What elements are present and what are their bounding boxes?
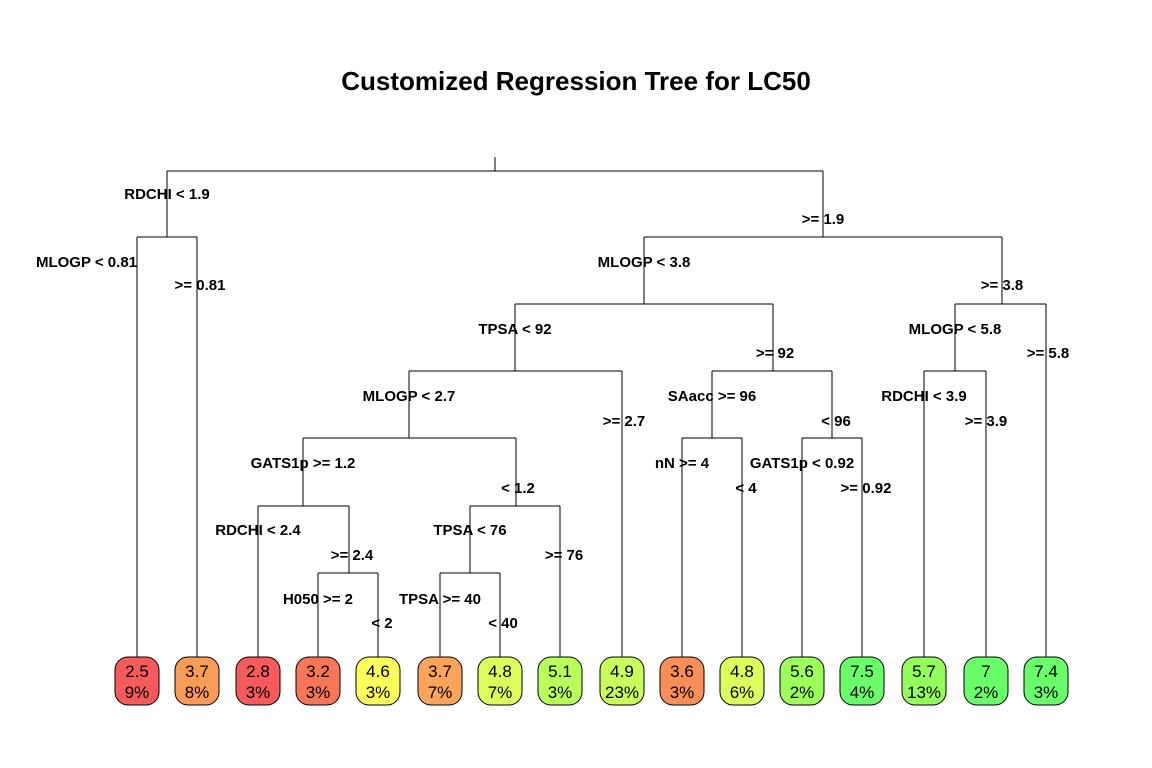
tree-edges — [136, 157, 1047, 657]
split-label-n18: < 1.2 — [501, 480, 535, 497]
leaf-box — [1023, 656, 1069, 706]
split-label-n21: GATS1p < 0.92 — [750, 455, 854, 472]
split-label-n28: < 2 — [371, 615, 392, 632]
split-label-n20: < 4 — [735, 480, 757, 497]
leaf-box — [839, 656, 885, 706]
split-label-n29: TPSA >= 40 — [399, 591, 481, 608]
split-label-n5: MLOGP < 3.8 — [598, 254, 691, 271]
leaf-percent: 3% — [670, 683, 695, 702]
split-labels: RDCHI < 1.9 >= 1.9 MLOGP < 0.81 >= 0.81 MLOG… — [36, 186, 1069, 632]
split-label-n11: MLOGP < 2.7 — [363, 388, 456, 405]
leaf-node: 3.23% — [295, 656, 341, 706]
leaf-box — [779, 656, 825, 706]
leaf-value: 5.6 — [790, 662, 814, 681]
split-label-n13: SAacc >= 96 — [668, 388, 756, 405]
leaf-node: 7.54% — [839, 656, 885, 706]
leaf-value: 4.8 — [488, 662, 512, 681]
leaf-node: 4.87% — [477, 656, 523, 706]
leaf-value: 3.2 — [306, 662, 330, 681]
leaf-box — [901, 656, 947, 706]
split-label-n25: TPSA < 76 — [433, 522, 506, 539]
split-label-n14: < 96 — [821, 413, 851, 430]
leaf-node: 5.713% — [901, 656, 947, 706]
split-label-n7: TPSA < 92 — [478, 321, 551, 338]
leaf-percent: 4% — [850, 683, 875, 702]
leaf-node: 3.63% — [659, 656, 705, 706]
split-label-n15: RDCHI < 3.9 — [881, 388, 966, 405]
leaf-box — [235, 656, 281, 706]
leaf-node: 2.59% — [114, 656, 160, 706]
split-label-n3: MLOGP < 0.81 — [36, 254, 137, 271]
leaf-percent: 9% — [125, 683, 150, 702]
leaf-node: 4.923% — [599, 656, 645, 706]
leaf-value: 5.1 — [548, 662, 572, 681]
leaf-box — [174, 656, 220, 706]
leaf-node: 3.78% — [174, 656, 220, 706]
leaf-node: 3.77% — [417, 656, 463, 706]
split-label-n2: >= 1.9 — [802, 211, 845, 228]
split-label-n19: nN >= 4 — [655, 455, 710, 472]
leaf-percent: 2% — [790, 683, 815, 702]
leaf-value: 4.6 — [366, 662, 390, 681]
split-label-n12: >= 2.7 — [603, 413, 646, 430]
leaf-node: 7.43% — [1023, 656, 1069, 706]
leaf-box — [355, 656, 401, 706]
leaf-node: 4.63% — [355, 656, 401, 706]
leaf-box — [114, 656, 160, 706]
split-label-n24: >= 2.4 — [331, 547, 374, 564]
leaf-box — [417, 656, 463, 706]
leaf-value: 4.9 — [610, 662, 634, 681]
leaf-percent: 3% — [366, 683, 391, 702]
leaf-box — [477, 656, 523, 706]
leaf-node: 4.86% — [719, 656, 765, 706]
leaf-percent: 3% — [246, 683, 271, 702]
leaf-box — [537, 656, 583, 706]
leaf-node: 5.13% — [537, 656, 583, 706]
split-label-n1: RDCHI < 1.9 — [124, 186, 209, 203]
split-label-n16: >= 3.9 — [965, 413, 1008, 430]
leaf-box — [599, 656, 645, 706]
leaf-percent: 3% — [548, 683, 573, 702]
split-label-n27: H050 >= 2 — [283, 591, 353, 608]
split-label-n26: >= 76 — [545, 547, 583, 564]
leaf-value: 5.7 — [912, 662, 936, 681]
split-label-n8: >= 92 — [756, 345, 794, 362]
split-label-n6: >= 3.8 — [981, 277, 1024, 294]
leaf-value: 7.4 — [1034, 662, 1058, 681]
leaf-percent: 23% — [605, 683, 639, 702]
split-label-n4: >= 0.81 — [175, 277, 226, 294]
leaf-box — [719, 656, 765, 706]
split-label-n23: RDCHI < 2.4 — [215, 522, 301, 539]
leaf-node: 2.83% — [235, 656, 281, 706]
leaf-box — [659, 656, 705, 706]
tree-leaves: 2.59%3.78%2.83%3.23%4.63%3.77%4.87%5.13%… — [114, 656, 1069, 706]
leaf-box — [963, 656, 1009, 706]
split-label-n9: MLOGP < 5.8 — [909, 321, 1002, 338]
split-label-n10: >= 5.8 — [1027, 345, 1070, 362]
diagram-title: Customized Regression Tree for LC50 — [341, 66, 811, 96]
leaf-percent: 13% — [907, 683, 941, 702]
split-label-n22: >= 0.92 — [841, 480, 892, 497]
leaf-percent: 3% — [1034, 683, 1059, 702]
leaf-value: 2.8 — [246, 662, 270, 681]
leaf-value: 3.6 — [670, 662, 694, 681]
leaf-percent: 2% — [974, 683, 999, 702]
leaf-value: 7 — [981, 662, 990, 681]
leaf-node: 72% — [963, 656, 1009, 706]
leaf-value: 2.5 — [125, 662, 149, 681]
leaf-value: 4.8 — [730, 662, 754, 681]
leaf-value: 3.7 — [428, 662, 452, 681]
split-label-n17: GATS1p >= 1.2 — [251, 455, 356, 472]
leaf-percent: 7% — [488, 683, 513, 702]
leaf-value: 3.7 — [185, 662, 209, 681]
split-label-n30: < 40 — [488, 615, 518, 632]
leaf-percent: 7% — [428, 683, 453, 702]
leaf-node: 5.62% — [779, 656, 825, 706]
leaf-value: 7.5 — [850, 662, 874, 681]
leaf-percent: 6% — [730, 683, 755, 702]
leaf-box — [295, 656, 341, 706]
leaf-percent: 8% — [185, 683, 210, 702]
leaf-percent: 3% — [306, 683, 331, 702]
